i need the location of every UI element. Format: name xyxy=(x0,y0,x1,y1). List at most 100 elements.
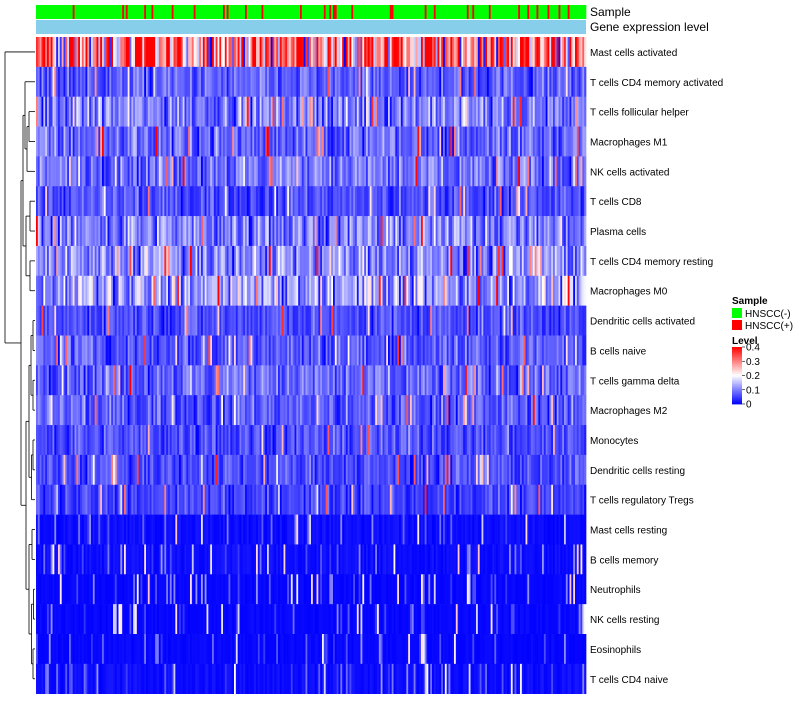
sample-annotation-cell xyxy=(131,5,133,19)
sample-annotation-cell xyxy=(293,5,295,19)
sample-annotation-cell xyxy=(485,5,487,19)
heatmap-cell xyxy=(584,246,586,276)
sample-annotation-cell xyxy=(548,5,550,19)
sample-annotation-cell xyxy=(438,5,440,19)
sample-annotation-cell xyxy=(482,5,484,19)
heatmap-cell xyxy=(584,336,586,366)
sample-annotation-cell xyxy=(62,5,64,19)
annotation-label-sample: Sample xyxy=(590,5,631,19)
row-dendrogram xyxy=(5,52,35,679)
sample-annotation-cell xyxy=(518,5,520,19)
sample-annotation-cell xyxy=(322,5,324,19)
sample-annotation-cell xyxy=(40,5,42,19)
sample-annotation-cell xyxy=(287,5,289,19)
heatmap-cells xyxy=(36,37,586,694)
sample-annotation-cell xyxy=(388,5,390,19)
sample-annotation-cell xyxy=(205,5,207,19)
sample-annotation-cell xyxy=(252,5,254,19)
sample-annotation-cell xyxy=(395,5,397,19)
sample-annotation-cell xyxy=(489,5,491,19)
sample-annotation-cell xyxy=(306,5,308,19)
sample-annotation-cell xyxy=(304,5,306,19)
sample-annotation-cell xyxy=(291,5,293,19)
sample-annotation-cell xyxy=(164,5,166,19)
sample-annotation-cell xyxy=(45,5,47,19)
sample-annotation-cell xyxy=(148,5,150,19)
sample-annotation-cell xyxy=(36,5,38,19)
heatmap-cell xyxy=(584,365,586,395)
sample-annotation-cell xyxy=(100,5,102,19)
sample-annotation-cell xyxy=(142,5,144,19)
sample-annotation-cell xyxy=(318,5,320,19)
sample-annotation-cell xyxy=(214,5,216,19)
sample-annotation-cell xyxy=(461,5,463,19)
heatmap-cell xyxy=(584,306,586,336)
sample-annotation-cell xyxy=(124,5,126,19)
sample-annotation-cell xyxy=(553,5,555,19)
sample-annotation-cell xyxy=(406,5,408,19)
sample-annotation-cell xyxy=(56,5,58,19)
sample-annotation-cell xyxy=(75,5,77,19)
sample-annotation-cell xyxy=(551,5,553,19)
sample-annotation-cell xyxy=(313,5,315,19)
sample-annotation-cell xyxy=(109,5,111,19)
sample-annotation-cell xyxy=(295,5,297,19)
sample-annotation-cell xyxy=(278,5,280,19)
sample-annotation-cell xyxy=(465,5,467,19)
sample-annotation-cell xyxy=(353,5,355,19)
sample-annotation-cell xyxy=(428,5,430,19)
sample-annotation-cell xyxy=(425,5,427,19)
sample-annotation-cell xyxy=(146,5,148,19)
sample-annotation-cell xyxy=(408,5,410,19)
sample-annotation-cell xyxy=(394,5,396,19)
sample-annotation-cell xyxy=(419,5,421,19)
sample-annotation-cell xyxy=(285,5,287,19)
sample-annotation-cell xyxy=(361,5,363,19)
sample-annotation-cell xyxy=(274,5,276,19)
sample-annotation-cell xyxy=(216,5,218,19)
sample-annotation-cell xyxy=(181,5,183,19)
sample-annotation-cell xyxy=(175,5,177,19)
sample-annotation-cell xyxy=(329,5,331,19)
sample-annotation-cell xyxy=(186,5,188,19)
sample-annotation-cell xyxy=(91,5,93,19)
sample-annotation-cell xyxy=(249,5,251,19)
sample-annotation-cell xyxy=(155,5,157,19)
sample-annotation-cell xyxy=(197,5,199,19)
sample-annotation-cell xyxy=(298,5,300,19)
sample-annotation-cell xyxy=(496,5,498,19)
heatmap-cell xyxy=(584,395,586,425)
sample-annotation-cell xyxy=(450,5,452,19)
sample-annotation-cell xyxy=(276,5,278,19)
sample-annotation-cell xyxy=(351,5,353,19)
sample-annotation-cell xyxy=(372,5,374,19)
sample-annotation-cell xyxy=(87,5,89,19)
sample-annotation-cell xyxy=(225,5,227,19)
sample-annotation-cell xyxy=(324,5,326,19)
sample-annotation-cell xyxy=(544,5,546,19)
sample-annotation-cell xyxy=(243,5,245,19)
sample-annotation-cell xyxy=(557,5,559,19)
sample-annotation-cell xyxy=(71,5,73,19)
sample-annotation-cell xyxy=(331,5,333,19)
sample-annotation-cell xyxy=(177,5,179,19)
sample-annotation-cell xyxy=(190,5,192,19)
sample-annotation-cell xyxy=(95,5,97,19)
sample-annotation-cell xyxy=(218,5,220,19)
sample-annotation-cell xyxy=(159,5,161,19)
sample-annotation-cell xyxy=(229,5,231,19)
sample-annotation-cell xyxy=(564,5,566,19)
sample-annotation-cell xyxy=(328,5,330,19)
sample-annotation-cell xyxy=(500,5,502,19)
sample-annotation-cell xyxy=(120,5,122,19)
sample-annotation-cell xyxy=(76,5,78,19)
sample-annotation-cell xyxy=(584,5,586,19)
sample-annotation-cell xyxy=(82,5,84,19)
sample-annotation-cell xyxy=(559,5,561,19)
sample-annotation-cell xyxy=(232,5,234,19)
sample-annotation-cell xyxy=(502,5,504,19)
sample-annotation-cell xyxy=(333,5,335,19)
sample-annotation-cell xyxy=(399,5,401,19)
sample-annotation-cell xyxy=(93,5,95,19)
sample-annotation-cell xyxy=(515,5,517,19)
